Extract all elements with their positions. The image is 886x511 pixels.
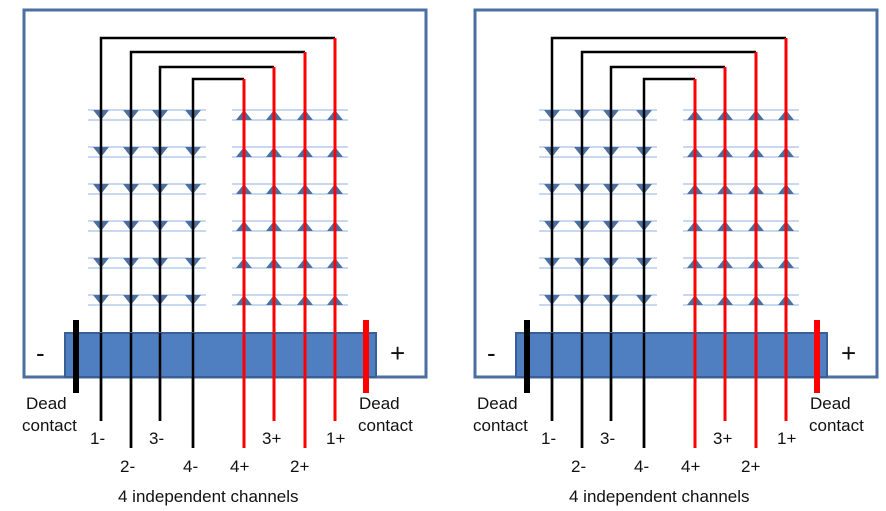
negative-wire (580, 50, 756, 448)
diode-array (539, 109, 799, 306)
wire-loops (550, 36, 788, 448)
channel-label-4-pos: 4+ (230, 457, 249, 476)
negative-wire (642, 77, 695, 448)
right-panel: - + Dead contact Dead contact 1- 2- 3- 4… (473, 8, 879, 506)
channel-label-1-neg: 1- (541, 429, 556, 448)
negative-wire (550, 36, 786, 421)
channel-label-2-neg: 2- (120, 457, 135, 476)
wire-leads (99, 333, 337, 448)
channel-label-2-pos: 2+ (290, 457, 309, 476)
channel-label-1-pos: 1+ (326, 429, 345, 448)
channel-label-1-pos: 1+ (777, 429, 796, 448)
channel-label-3-pos: 3+ (262, 429, 281, 448)
dead-contact-right-line2: contact (358, 416, 413, 435)
wire-loops (99, 36, 337, 448)
wire-leads (550, 333, 788, 448)
channel-label-2-pos: 2+ (741, 457, 760, 476)
plus-sign: + (841, 338, 856, 368)
diode-array (88, 109, 348, 306)
channel-label-3-neg: 3- (149, 429, 164, 448)
dead-contact-left-line1: Dead (477, 394, 518, 413)
dead-contact-right-line1: Dead (359, 394, 400, 413)
dead-contact-right-line2: contact (809, 416, 864, 435)
contact-bar (515, 332, 828, 378)
channel-label-1-neg: 1- (90, 429, 105, 448)
channel-label-4-pos: 4+ (681, 457, 700, 476)
channel-label-3-pos: 3+ (713, 429, 732, 448)
plus-sign: + (390, 338, 405, 368)
channel-label-3-neg: 3- (600, 429, 615, 448)
dead-contact-left-line2: contact (22, 416, 77, 435)
negative-wire (191, 77, 244, 448)
panel-caption: 4 independent channels (118, 487, 299, 506)
left-panel: - + Dead contact Dead contact 1- 2- 3- 4… (22, 8, 428, 506)
minus-sign: - (36, 338, 45, 368)
dead-contact-left-line1: Dead (26, 394, 67, 413)
dead-contact-left-line2: contact (473, 416, 528, 435)
panel-caption: 4 independent channels (569, 487, 750, 506)
dead-contact-right-line1: Dead (810, 394, 851, 413)
negative-wire (129, 50, 305, 448)
negative-wire (99, 36, 335, 421)
contact-bar (64, 332, 377, 378)
negative-wire (158, 65, 274, 421)
channel-label-2-neg: 2- (571, 457, 586, 476)
channel-label-4-neg: 4- (183, 457, 198, 476)
channel-label-4-neg: 4- (634, 457, 649, 476)
negative-wire (609, 65, 725, 421)
minus-sign: - (487, 338, 496, 368)
